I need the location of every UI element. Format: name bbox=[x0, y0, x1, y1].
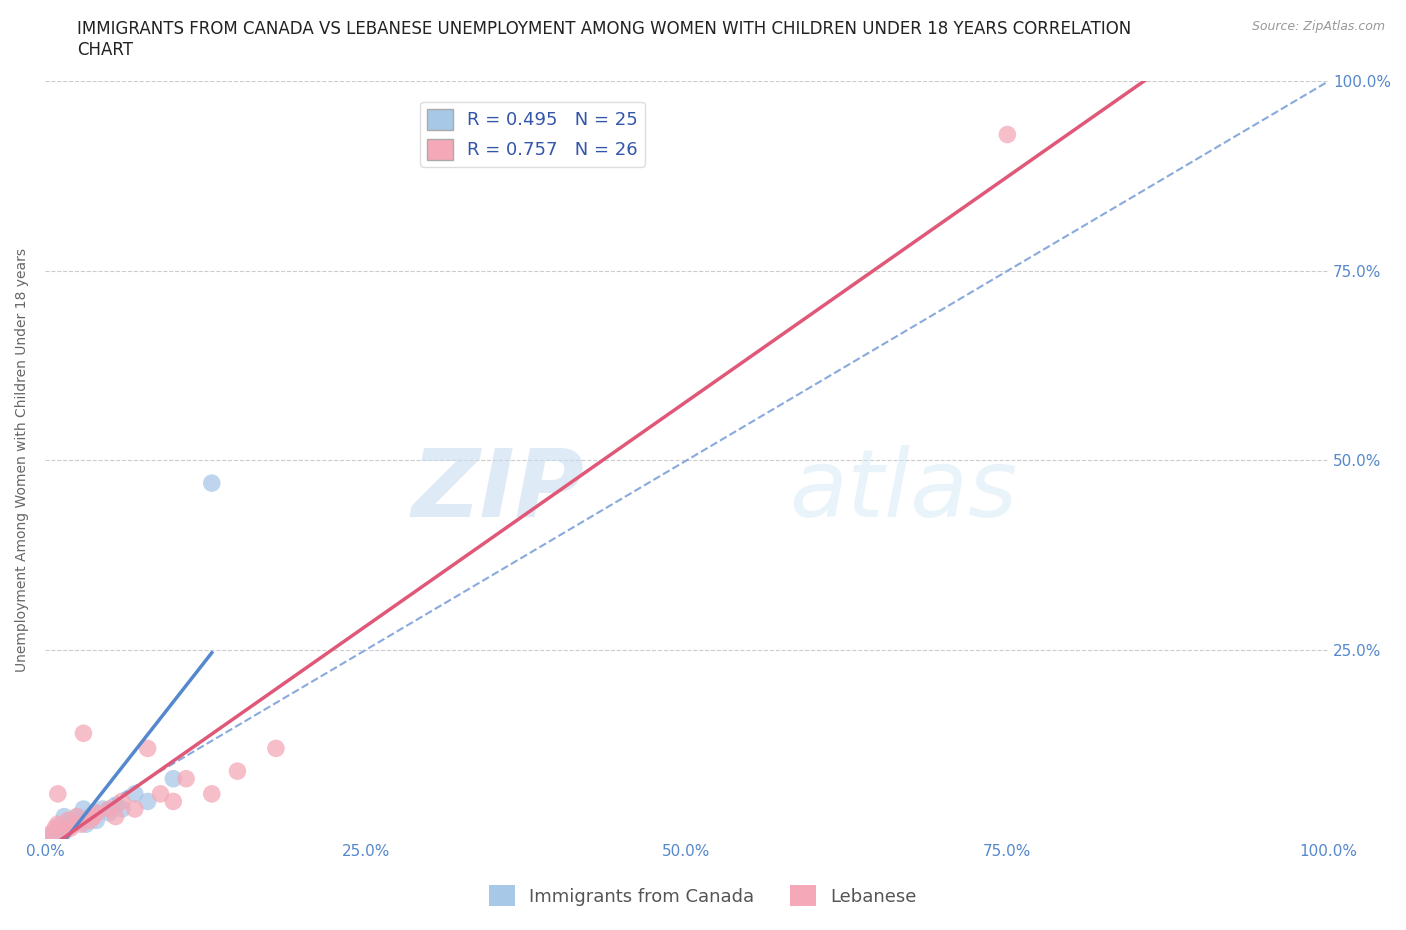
Point bbox=[62, 817, 84, 831]
Point bbox=[91, 802, 114, 817]
Point bbox=[111, 794, 134, 809]
Point bbox=[201, 787, 224, 802]
Point bbox=[83, 809, 105, 824]
Point bbox=[162, 794, 184, 809]
Point bbox=[111, 802, 134, 817]
Point bbox=[34, 832, 56, 847]
Legend: Immigrants from Canada, Lebanese: Immigrants from Canada, Lebanese bbox=[482, 878, 924, 913]
Point bbox=[98, 802, 121, 817]
Point bbox=[174, 771, 197, 786]
Point bbox=[49, 826, 72, 841]
Text: Source: ZipAtlas.com: Source: ZipAtlas.com bbox=[1251, 20, 1385, 33]
Point bbox=[136, 741, 159, 756]
Point bbox=[41, 828, 63, 843]
Point bbox=[79, 809, 101, 824]
Y-axis label: Unemployment Among Women with Children Under 18 years: Unemployment Among Women with Children U… bbox=[15, 248, 30, 672]
Point bbox=[104, 809, 127, 824]
Point bbox=[46, 817, 69, 831]
Point bbox=[46, 787, 69, 802]
Point bbox=[53, 817, 76, 831]
Text: atlas: atlas bbox=[789, 445, 1018, 537]
Point bbox=[84, 813, 107, 828]
Point bbox=[46, 820, 69, 835]
Point bbox=[124, 787, 146, 802]
Text: IMMIGRANTS FROM CANADA VS LEBANESE UNEMPLOYMENT AMONG WOMEN WITH CHILDREN UNDER : IMMIGRANTS FROM CANADA VS LEBANESE UNEMP… bbox=[77, 20, 1132, 38]
Point bbox=[44, 820, 66, 835]
Point bbox=[84, 805, 107, 820]
Point bbox=[75, 817, 97, 831]
Point bbox=[149, 787, 172, 802]
Point bbox=[79, 813, 101, 828]
Point bbox=[201, 475, 224, 490]
Point bbox=[104, 798, 127, 813]
Point bbox=[53, 824, 76, 839]
Point bbox=[162, 771, 184, 786]
Point bbox=[136, 794, 159, 809]
Point bbox=[70, 817, 93, 831]
Point bbox=[66, 809, 89, 824]
Point bbox=[124, 802, 146, 817]
Point bbox=[59, 813, 82, 828]
Point bbox=[34, 832, 56, 847]
Legend: R = 0.495   N = 25, R = 0.757   N = 26: R = 0.495 N = 25, R = 0.757 N = 26 bbox=[420, 102, 645, 167]
Point bbox=[72, 725, 94, 740]
Point bbox=[44, 824, 66, 839]
Text: ZIP: ZIP bbox=[411, 445, 583, 537]
Point bbox=[995, 127, 1018, 142]
Point bbox=[98, 805, 121, 820]
Point bbox=[72, 802, 94, 817]
Point bbox=[264, 741, 287, 756]
Point bbox=[53, 809, 76, 824]
Point bbox=[83, 805, 105, 820]
Point bbox=[56, 813, 79, 828]
Point bbox=[70, 813, 93, 828]
Text: CHART: CHART bbox=[77, 41, 134, 59]
Point bbox=[41, 826, 63, 841]
Point bbox=[66, 809, 89, 824]
Point bbox=[59, 820, 82, 835]
Point bbox=[56, 820, 79, 835]
Point bbox=[226, 764, 249, 778]
